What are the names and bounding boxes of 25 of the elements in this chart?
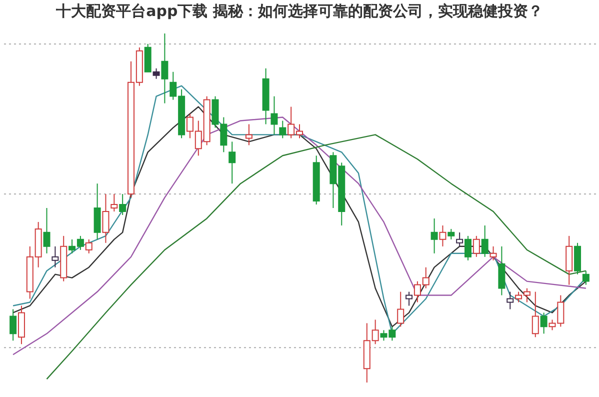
candlestick	[228, 141, 236, 184]
candlestick	[430, 218, 438, 254]
candlestick	[481, 224, 488, 258]
candlestick	[456, 232, 464, 247]
candlestick	[152, 68, 160, 80]
candlestick	[472, 235, 480, 258]
candlestick	[85, 238, 92, 254]
candlestick	[439, 224, 446, 247]
candlestick	[119, 194, 126, 216]
candlestick	[490, 246, 497, 261]
candlestick	[161, 32, 168, 104]
candlestick	[397, 291, 404, 328]
candlestick	[582, 270, 590, 286]
candlestick	[279, 120, 286, 139]
candlestick	[43, 208, 50, 254]
chart-title: 十大配资平台app下载 揭秘：如何选择可靠的配资公司，实现稳健投资？	[55, 2, 543, 20]
candlestick	[102, 194, 110, 244]
candlestick	[245, 124, 252, 146]
candlestick	[540, 312, 548, 334]
candlestick	[110, 194, 118, 212]
candlestick	[532, 291, 539, 338]
candlestick	[464, 235, 472, 261]
candlestick	[448, 228, 455, 240]
candlestick	[270, 96, 278, 136]
candlestick	[10, 308, 17, 342]
